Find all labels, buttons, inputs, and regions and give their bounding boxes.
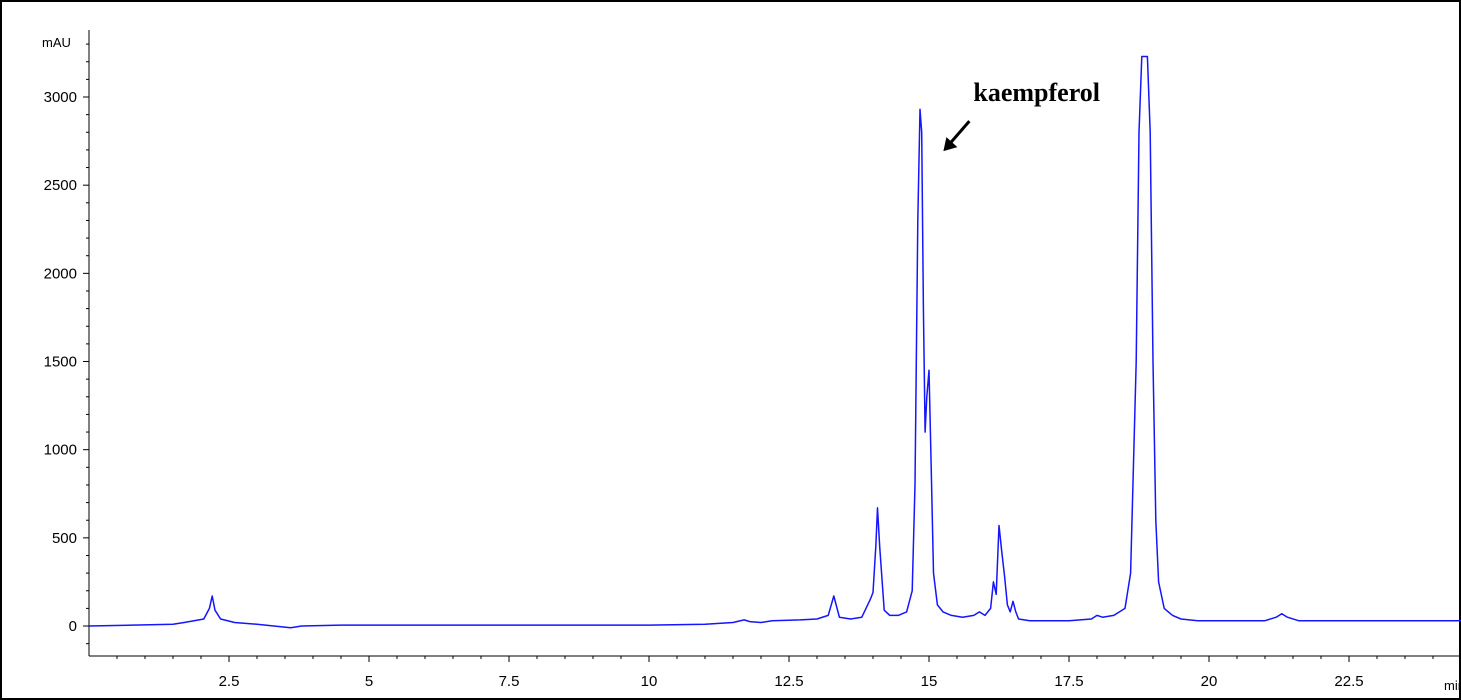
annotation-arrow-head (943, 137, 958, 152)
x-tick-label: 2.5 (219, 673, 240, 690)
x-tick-label: 5 (365, 673, 373, 690)
annotation-label: kaempferol (973, 78, 1100, 107)
y-tick-label: 2000 (44, 265, 77, 282)
y-tick-label: 3000 (44, 89, 77, 106)
annotation-arrow-shaft (948, 120, 971, 146)
x-tick-label: 22.5 (1334, 673, 1363, 690)
y-axis: 0 500 1000 1500 2000 2500 3000 (44, 30, 90, 656)
x-tick-label: 15 (921, 673, 938, 690)
y-tick-label: 500 (52, 530, 77, 547)
plot-area (88, 55, 1461, 629)
y-tick-label: 0 (69, 618, 77, 635)
x-tick-label: 7.5 (499, 673, 520, 690)
x-tick-label: 10 (641, 673, 658, 690)
y-tick-label: 1000 (44, 442, 77, 459)
y-tick-label: 2500 (44, 177, 77, 194)
annotation-layer: kaempferol (943, 78, 1100, 152)
x-tick-label: 12.5 (774, 673, 803, 690)
y-axis-unit-label: mAU (42, 35, 71, 50)
y-tick-label: 1500 (44, 354, 77, 371)
x-tick-label: 20 (1201, 673, 1218, 690)
x-tick-label: 17.5 (1054, 673, 1083, 690)
x-axis: 2.5 5 7.5 10 12.5 15 17.5 20 22.5 (89, 655, 1461, 690)
chromatogram-trace (88, 55, 1461, 629)
x-axis-unit-label: min (1444, 678, 1461, 693)
